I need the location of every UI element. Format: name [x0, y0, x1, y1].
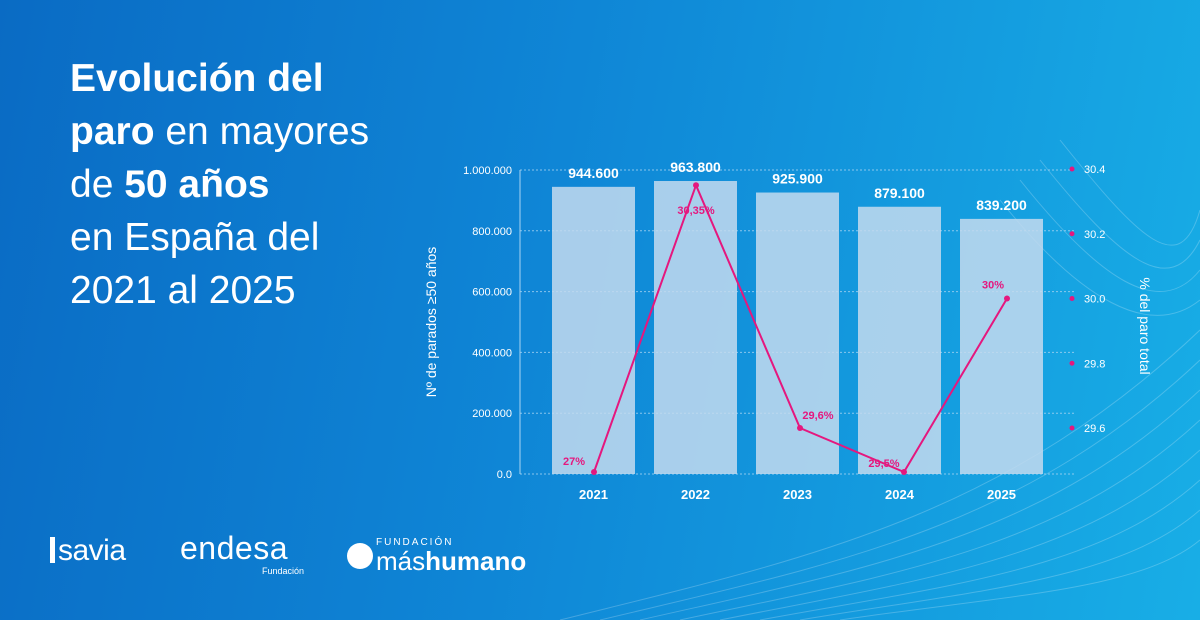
y-tick-label: 0.0 — [497, 469, 512, 481]
y2-tick-marker — [1069, 231, 1075, 237]
y-tick-label: 400.000 — [472, 347, 512, 359]
line-point — [901, 469, 907, 475]
fundacion-label: FUNDACIÓN — [376, 537, 454, 548]
savia-logo: savia — [50, 534, 126, 568]
bar-value-label: 944.600 — [568, 165, 619, 181]
bar-value-label: 963.800 — [670, 159, 721, 175]
x-tick-label: 2021 — [579, 487, 608, 502]
bar — [654, 181, 737, 474]
y2-tick-marker — [1069, 425, 1075, 431]
endesa-logo-subtitle: Fundación — [262, 566, 305, 576]
x-tick-label: 2022 — [681, 487, 710, 502]
line-value-label: 27% — [563, 456, 585, 468]
bar — [552, 186, 635, 474]
x-tick-label: 2023 — [783, 487, 812, 502]
bar-value-label: 925.900 — [772, 171, 823, 187]
y2-tick-label: 29.6 — [1084, 423, 1105, 435]
mashumano-logo: máshumano — [376, 546, 527, 576]
y2-tick-label: 30.2 — [1084, 229, 1105, 241]
y-tick-label: 1.000.000 — [463, 165, 512, 177]
y-tick-label: 600.000 — [472, 287, 512, 299]
title-line: paro en mayores — [70, 110, 370, 153]
bar — [858, 206, 941, 474]
x-tick-label: 2025 — [987, 487, 1016, 502]
line-value-label: 30% — [982, 280, 1004, 292]
masHumano-icon — [347, 543, 373, 569]
chart-title: Evolución del paro en mayores de 50 años en… — [70, 52, 450, 317]
line-value-label: 30,35% — [677, 205, 715, 217]
line-value-label: 29,5% — [868, 458, 899, 470]
y-tick-label: 800.000 — [472, 226, 512, 238]
title-line: Evolución del — [70, 57, 324, 100]
title-line: en España del — [70, 216, 320, 259]
y2-axis-label: % del paro total — [1137, 277, 1153, 374]
y-axis-label: Nº de parados ≥50 años — [423, 247, 439, 398]
bar-value-label: 879.100 — [874, 185, 925, 201]
y2-tick-marker — [1069, 360, 1075, 366]
bar-value-label: 839.200 — [976, 197, 1027, 213]
line-value-label: 29,6% — [802, 410, 833, 422]
endesa-logo: endesa — [180, 530, 288, 566]
y2-tick-marker — [1069, 296, 1075, 301]
title-line: de 50 años — [70, 163, 270, 206]
y2-tick-label: 29.8 — [1084, 358, 1105, 370]
line-point — [1004, 295, 1010, 302]
y2-tick-label: 30.4 — [1084, 164, 1105, 176]
title-line: 2021 al 2025 — [70, 269, 296, 312]
x-tick-label: 2024 — [885, 487, 915, 502]
line-point — [693, 182, 699, 189]
bar — [960, 218, 1043, 474]
y2-tick-label: 30.0 — [1084, 294, 1105, 306]
line-point — [797, 425, 803, 431]
line-point — [591, 469, 597, 475]
y2-tick-marker — [1069, 166, 1075, 172]
y-tick-label: 200.000 — [472, 408, 512, 420]
